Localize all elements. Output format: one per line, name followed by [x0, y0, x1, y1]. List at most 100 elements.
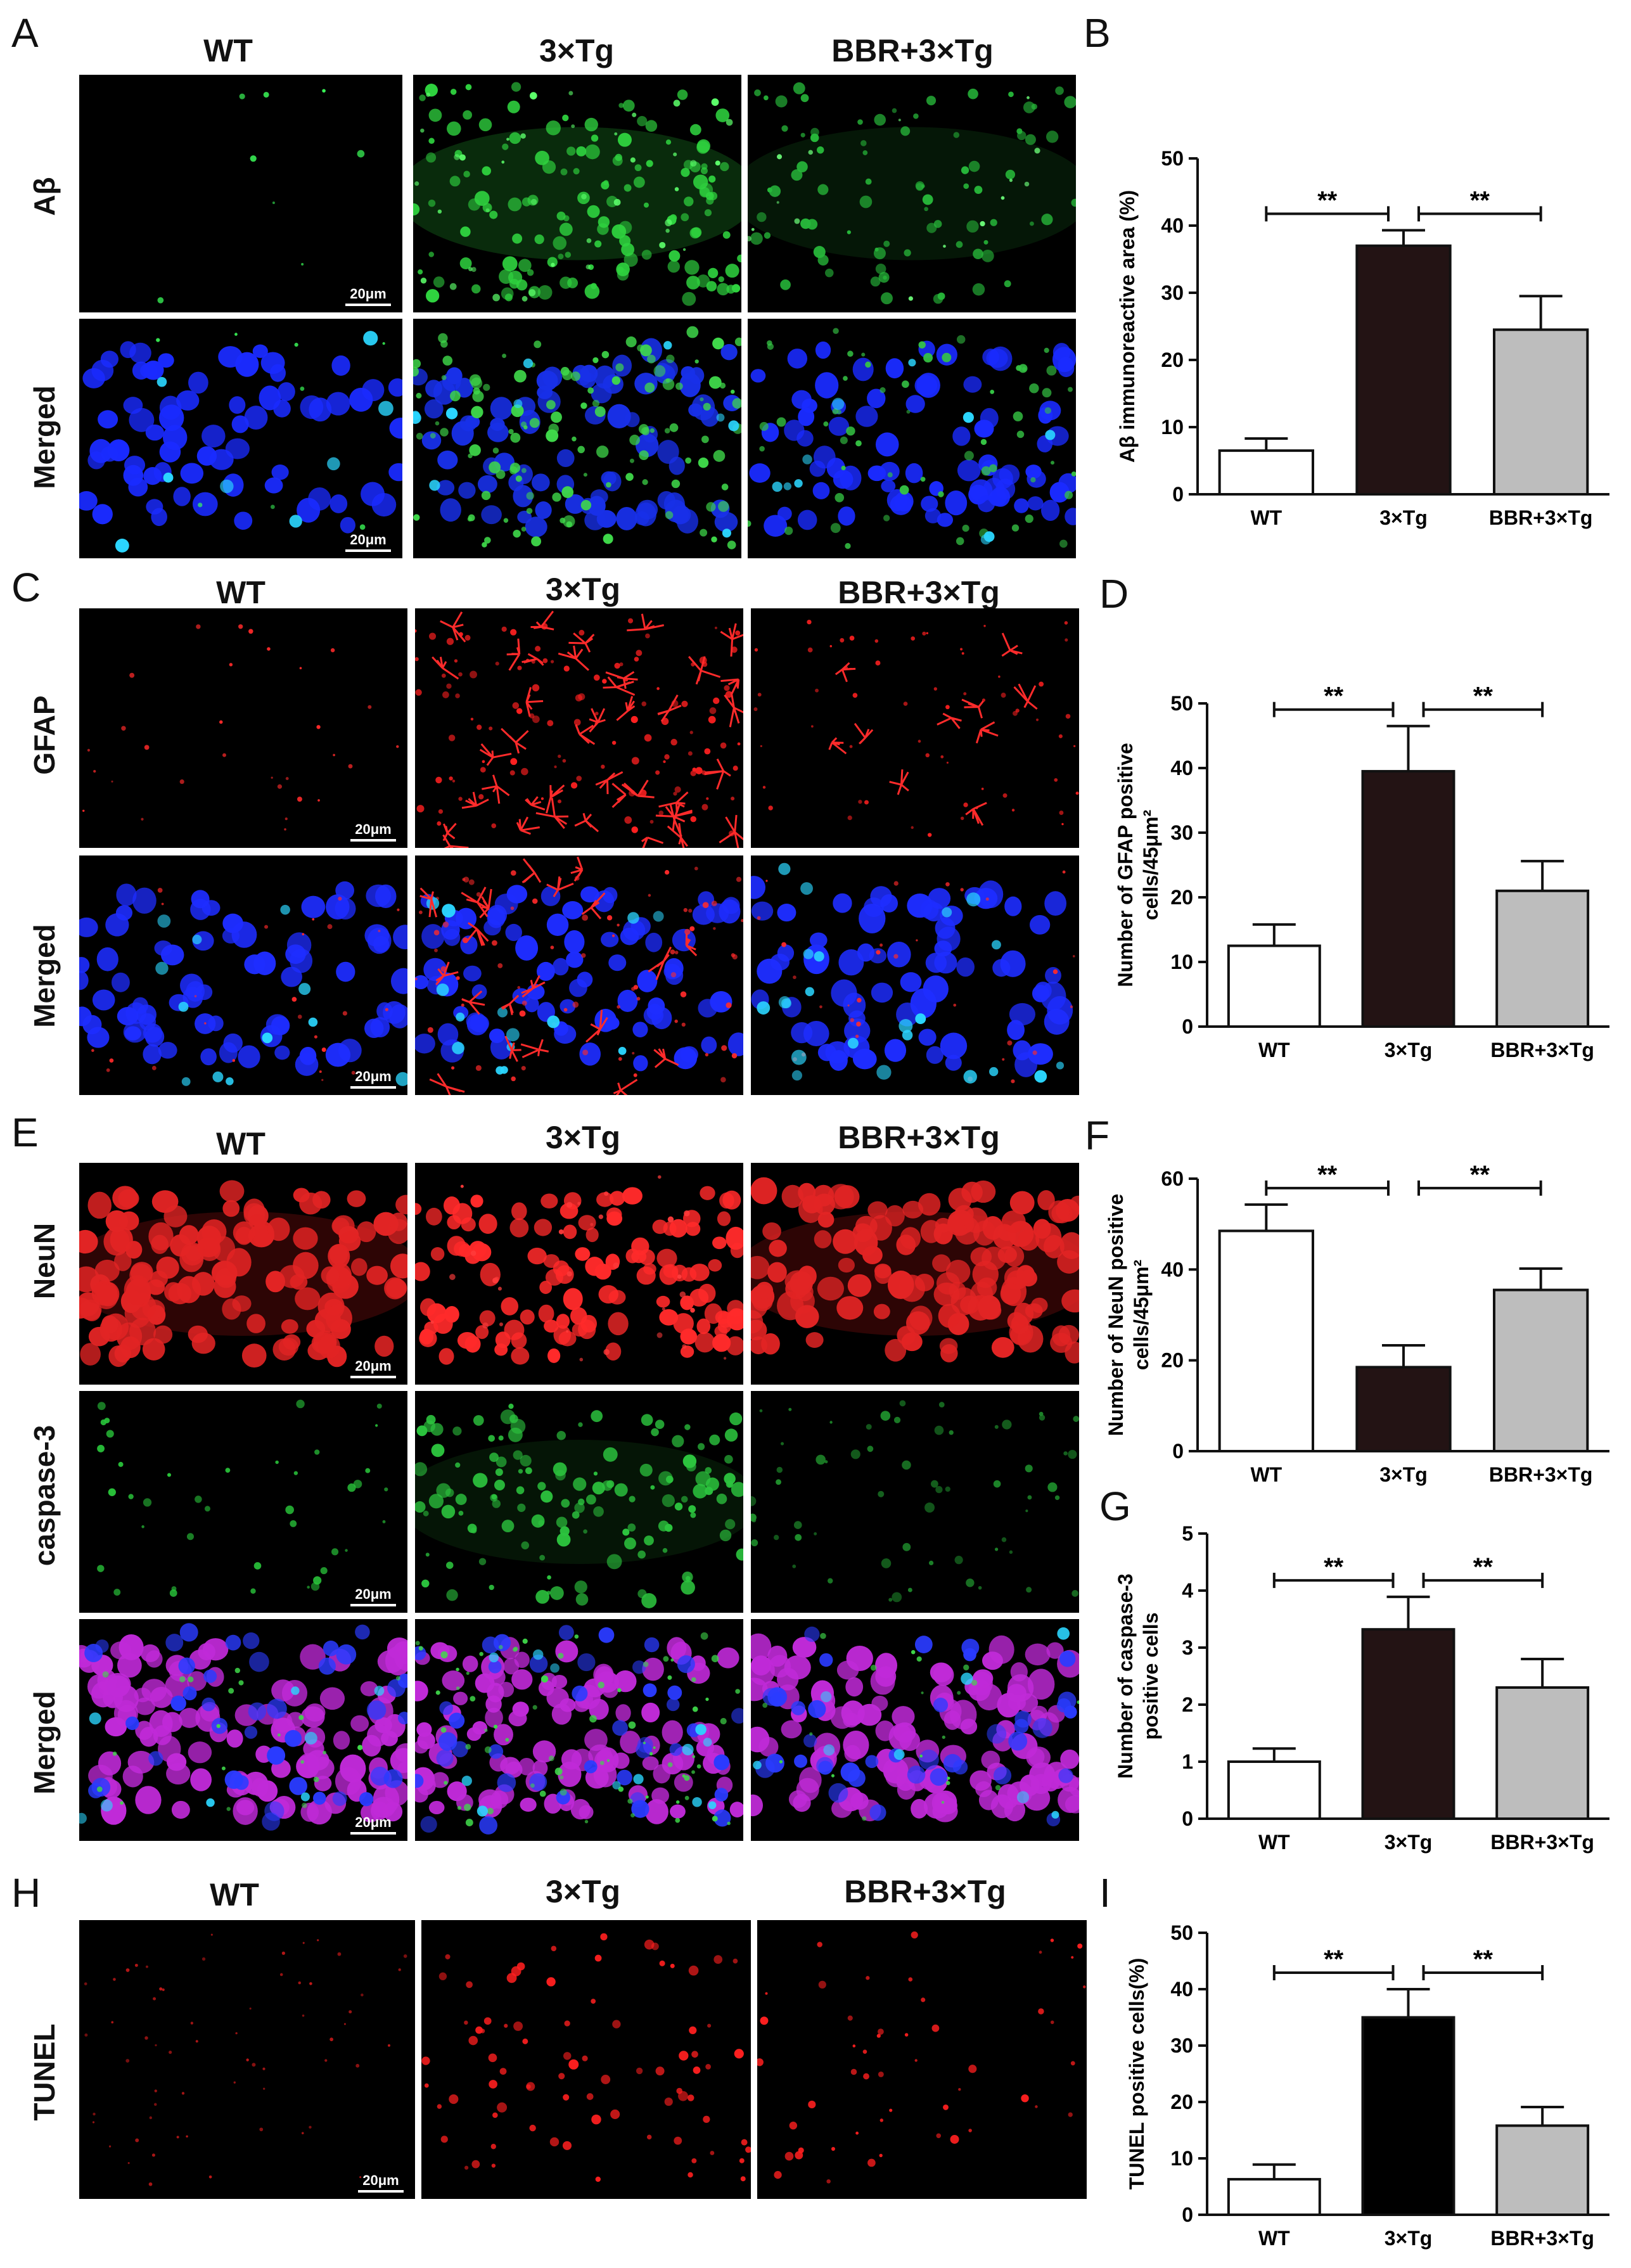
- scale-bar: 20μm: [345, 286, 391, 306]
- bar-2: [1495, 1686, 1590, 1820]
- micrograph-c-merged-wt: 20μm: [79, 855, 407, 1095]
- bar-0: [1218, 449, 1314, 496]
- micrograph-texture: [157, 89, 365, 304]
- panel-letter-e: E: [11, 1110, 39, 1155]
- y-tick-label: 2: [1182, 1693, 1193, 1716]
- x-tick-label: 3×Tg: [1385, 1039, 1433, 1061]
- micrograph-a-merged-3xtg: [413, 319, 741, 558]
- panel-letter-b: B: [1084, 10, 1111, 56]
- bar-1: [1361, 770, 1455, 1028]
- bar-1: [1355, 1366, 1452, 1452]
- bar-chart-d: 0 10 20 30 40 50 Number of GFAP positive cells/…: [1114, 682, 1609, 1061]
- y-tick-label: 10: [1170, 951, 1193, 973]
- micrograph-texture: [79, 1623, 407, 1831]
- micrograph-texture: [415, 856, 743, 1095]
- micrograph-abeta-bbr: [748, 75, 1076, 312]
- panel-letter-h: H: [11, 1870, 41, 1916]
- significance-label: **: [1473, 1945, 1493, 1973]
- x-tick-label: 3×Tg: [1379, 1463, 1428, 1486]
- y-axis-label: Number of NeuN positive cells/45μm²: [1104, 1194, 1153, 1436]
- scale-bar: 20μm: [345, 532, 391, 552]
- bar-chart-f: 0 20 40 60 Number of NeuN positive cells/45μm…: [1104, 1161, 1609, 1486]
- micrograph-texture: [79, 1180, 407, 1368]
- y-axis-label: Aβ immunoreactive area (%): [1116, 190, 1139, 463]
- y-tick-label: 20: [1161, 1349, 1184, 1372]
- y-tick-label: 0: [1182, 2203, 1193, 2226]
- col-header-e-3xtg: 3×Tg: [545, 1120, 621, 1155]
- micrograph-texture: [82, 624, 399, 831]
- col-header-e-bbr: BBR+3×Tg: [838, 1120, 1000, 1155]
- x-tick-label: BBR+3×Tg: [1490, 1831, 1594, 1854]
- chart-d: 0 10 20 30 40 50 Number of GFAP positive cells/…: [1112, 682, 1622, 1071]
- significance-label: **: [1473, 1553, 1493, 1581]
- chart-i: 0 10 20 30 40 50 TUNEL positive cells(%) WT 3×Tg…: [1112, 1920, 1622, 2259]
- scale-bar: 20μm: [358, 2172, 404, 2193]
- panel-letter-i: I: [1099, 1870, 1111, 1916]
- x-tick-label: WT: [1250, 506, 1282, 529]
- micrograph-abeta-3xtg: [413, 75, 741, 312]
- significance-label: **: [1470, 1161, 1490, 1189]
- row-label-abeta: Aβ: [28, 177, 61, 216]
- micrograph-texture: [413, 82, 741, 306]
- y-tick-label: 30: [1170, 821, 1193, 844]
- micrograph-texture: [751, 1177, 1079, 1364]
- y-tick-label: 1: [1182, 1750, 1193, 1773]
- y-tick-label: 60: [1161, 1167, 1184, 1190]
- micrograph-texture: [748, 82, 1076, 305]
- y-tick-label: 5: [1182, 1522, 1193, 1545]
- micrograph-texture: [748, 328, 1076, 549]
- col-header-a-3xtg: 3×Tg: [539, 33, 615, 68]
- significance-label: **: [1324, 682, 1344, 710]
- bar-1: [1355, 244, 1452, 496]
- scale-bar: 20μm: [350, 821, 396, 842]
- y-axis-label: TUNEL positive cells(%): [1125, 1958, 1148, 2190]
- bar-2: [1495, 889, 1590, 1028]
- micrograph-texture: [84, 1933, 407, 2186]
- row-label-a-merged: Merged: [28, 385, 61, 489]
- micrograph-texture: [415, 1404, 743, 1608]
- y-tick-label: 50: [1170, 1921, 1193, 1944]
- micrograph-texture: [415, 1175, 743, 1365]
- significance-label: **: [1324, 1945, 1344, 1973]
- bar-2: [1495, 2124, 1590, 2216]
- scale-bar: 20μm: [350, 1814, 396, 1835]
- x-tick-label: WT: [1250, 1463, 1282, 1486]
- micrograph-tunel-wt: 20μm: [79, 1920, 415, 2199]
- scale-bar: 20μm: [350, 1358, 396, 1378]
- panel-letter-f: F: [1085, 1113, 1110, 1158]
- chart-g: 0 1 2 3 4 5 Number of caspase-3 positive cells W…: [1112, 1521, 1622, 1863]
- col-header-c-bbr: BBR+3×Tg: [838, 575, 1000, 610]
- x-tick-label: 3×Tg: [1379, 506, 1428, 529]
- y-tick-label: 0: [1172, 1440, 1184, 1463]
- x-tick-label: BBR+3×Tg: [1490, 2227, 1594, 2250]
- bar-0: [1218, 1229, 1314, 1453]
- y-tick-label: 3: [1182, 1636, 1193, 1659]
- significance-label: **: [1473, 682, 1493, 710]
- micrograph-c-merged-3xtg: [415, 855, 743, 1095]
- micrograph-texture: [97, 1399, 388, 1597]
- bar-1: [1361, 1628, 1455, 1820]
- micrograph-e-merged-wt: 20μm: [79, 1619, 407, 1841]
- y-tick-label: 0: [1182, 1015, 1193, 1038]
- y-tick-label: 50: [1161, 147, 1184, 170]
- col-header-c-3xtg: 3×Tg: [545, 572, 621, 607]
- y-tick-label: 20: [1170, 2091, 1193, 2113]
- row-label-caspase3: caspase-3: [28, 1425, 61, 1566]
- chart-b: 0 10 20 30 40 50 Aβ immunoreactive area (%) WT 3…: [1103, 146, 1622, 539]
- x-tick-label: 3×Tg: [1385, 1831, 1433, 1854]
- x-tick-label: 3×Tg: [1385, 2227, 1433, 2250]
- bar-chart-b: 0 10 20 30 40 50 Aβ immunoreactive area (%) WT 3…: [1116, 147, 1609, 529]
- x-tick-label: BBR+3×Tg: [1489, 1463, 1593, 1486]
- row-label-gfap: GFAP: [28, 695, 61, 775]
- row-label-c-merged: Merged: [28, 924, 61, 1028]
- y-tick-label: 10: [1161, 416, 1184, 439]
- y-tick-label: 40: [1161, 214, 1184, 237]
- bar-2: [1493, 328, 1589, 496]
- micrograph-texture: [751, 862, 1075, 1084]
- col-header-h-bbr: BBR+3×Tg: [844, 1874, 1006, 1909]
- chart-f: 0 20 40 60 Number of NeuN positive cells/45μm…: [1103, 1161, 1622, 1496]
- bar-chart-g: 0 1 2 3 4 5 Number of caspase-3 positive cells W…: [1114, 1522, 1609, 1854]
- micrograph-tunel-3xtg: [421, 1920, 751, 2199]
- micrograph-caspase3-wt: 20μm: [79, 1391, 407, 1613]
- micrograph-abeta-wt: 20μm: [79, 75, 402, 312]
